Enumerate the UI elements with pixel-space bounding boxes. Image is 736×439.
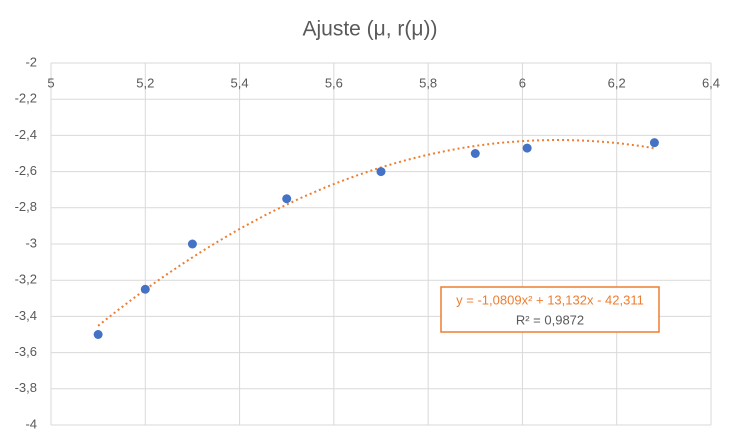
point — [470, 149, 480, 158]
trendline-r2: R² = 0,9872 — [516, 312, 584, 327]
point — [140, 284, 150, 294]
y-tick-label: -3,2 — [15, 272, 37, 287]
x-tick-label: 5,2 — [136, 75, 154, 90]
point — [93, 330, 103, 339]
chart-title: Ajuste (μ, r(μ)) — [302, 18, 437, 41]
y-tick-label: -3,6 — [15, 344, 37, 359]
y-tick-label: -2,8 — [15, 199, 37, 214]
point — [522, 143, 532, 153]
x-tick-label: 5 — [47, 75, 54, 90]
point — [282, 194, 292, 204]
x-tick-label: 6 — [519, 75, 526, 90]
point — [649, 138, 659, 148]
y-tick-label: -3,8 — [15, 380, 37, 395]
y-tick-label: -4 — [25, 416, 37, 431]
point — [376, 167, 386, 177]
x-tick-label: 5,4 — [231, 75, 249, 90]
y-tick-label: -2,2 — [15, 91, 37, 106]
y-tick-label: -2,6 — [15, 163, 37, 178]
y-tick-label: -2,4 — [15, 127, 37, 142]
y-tick-label: -3,4 — [15, 308, 37, 323]
x-tick-label: 6,4 — [702, 75, 720, 90]
y-tick-label: -2 — [25, 54, 37, 69]
x-tick-label: 5,6 — [325, 75, 343, 90]
x-tick-label: 5,8 — [419, 75, 437, 90]
trendline — [97, 139, 655, 327]
trendline-equation: y = -1,0809x² + 13,132x - 42,311 — [456, 292, 644, 307]
point — [187, 239, 197, 249]
y-tick-label: -3 — [25, 235, 37, 250]
trendline-label-box — [440, 286, 660, 333]
x-tick-label: 6,2 — [608, 75, 626, 90]
